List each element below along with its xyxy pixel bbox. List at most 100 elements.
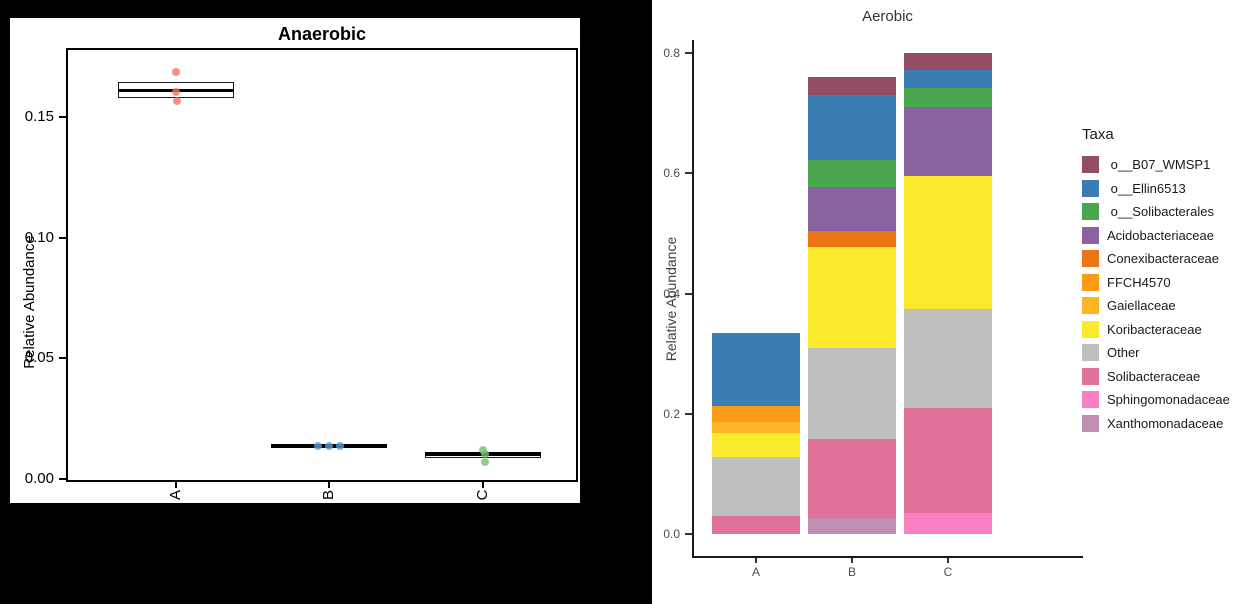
bar-segment-B-Solibacteraceae [808, 439, 896, 518]
legend-swatch-icon [1082, 344, 1099, 361]
x-tick [851, 558, 853, 563]
y-tick-label: 0.2 [663, 406, 680, 421]
legend-item-label: Acidobacteriaceae [1107, 227, 1214, 243]
legend-item-label: Conexibacteraceae [1107, 251, 1220, 266]
legend-swatch-icon [1082, 414, 1099, 432]
bar-segment-A-Other [712, 457, 800, 516]
bar-segment-B-Other [808, 347, 896, 439]
legend-item: Conexibacteraceae [1082, 247, 1219, 271]
legend-swatch-icon [1082, 250, 1099, 267]
y-tick-label: 0.15 [24, 107, 54, 125]
bar-segment-B-o__B07_WMSP1 [808, 77, 896, 96]
y-tick-label: 0.10 [24, 228, 54, 246]
legend-swatch-icon [1082, 156, 1099, 173]
bar-segment-C-Koribacteraceae [904, 176, 992, 309]
legend-item: o__Solibacterales [1082, 200, 1214, 224]
legend-item: FFCH4570 [1082, 271, 1171, 295]
legend-swatch-icon [1082, 297, 1099, 314]
y-tick [59, 357, 66, 360]
y-tick-label: 0.8 [663, 46, 680, 60]
y-tick-label: 0.0 [663, 527, 680, 541]
x-tick [175, 482, 177, 488]
x-tick [947, 558, 949, 563]
bar-segment-B-Acidobacteriaceae [808, 187, 896, 231]
legend-item-label: Solibacteraceae [1107, 368, 1201, 384]
x-tick [328, 482, 330, 488]
y-tick-label: 0.00 [24, 470, 54, 487]
data-point-C [481, 458, 489, 467]
y-tick-label: 0.4 [663, 286, 680, 301]
legend-swatch-icon [1082, 179, 1099, 197]
legend-item: Gaiellaceae [1082, 294, 1176, 318]
x-tick [755, 558, 757, 563]
aerobic-panel: Aerobic Relative Abundance Taxa o__B07_W… [652, 0, 1243, 604]
legend-swatch-icon [1082, 273, 1099, 291]
legend-swatch-icon [1082, 367, 1099, 385]
legend-item-label: FFCH4570 [1107, 274, 1171, 290]
data-point-B [336, 442, 344, 451]
legend-item-label: o__Solibacterales [1107, 204, 1214, 219]
legend-item-label: o__Ellin6513 [1107, 180, 1186, 196]
aerobic-plot-area [692, 40, 1083, 558]
legend-swatch-icon [1082, 203, 1099, 220]
x-tick-label-A: A [167, 490, 184, 501]
x-tick [482, 482, 484, 488]
bar-segment-A-Solibacteraceae [712, 515, 800, 534]
data-point-B [314, 442, 322, 451]
data-point-C [481, 449, 489, 458]
legend-item: o__Ellin6513 [1082, 177, 1186, 201]
taxa-legend: Taxa o__B07_WMSP1 o__Ellin6513 o__Soliba… [1082, 126, 1230, 436]
legend-item-label: Gaiellaceae [1107, 298, 1176, 313]
legend-item: Solibacteraceae [1082, 365, 1200, 389]
data-point-C [479, 445, 487, 454]
legend-swatch-icon [1082, 226, 1099, 244]
bar-segment-C-Solibacteraceae [904, 407, 992, 513]
y-tick [59, 115, 66, 118]
bar-segment-A-Gaiellaceae [712, 422, 800, 433]
bar-segment-C-Acidobacteriaceae [904, 107, 992, 177]
y-tick [685, 292, 692, 295]
aerobic-title: Aerobic [862, 8, 913, 25]
bar-segment-B-Conexibacteraceae [808, 230, 896, 247]
legend-title: Taxa [1082, 126, 1114, 143]
anaerobic-panel: Anaerobic Relative Abundance 0.00 0.05 0.1… [10, 18, 580, 503]
anaerobic-title: Anaerobic [277, 24, 367, 44]
anaerobic-plot-area [66, 48, 578, 482]
legend-item-label: Xanthomonadaceae [1107, 415, 1224, 431]
y-tick [685, 412, 692, 415]
bar-segment-B-o__Ellin6513 [808, 95, 896, 160]
y-tick [59, 236, 66, 239]
bar-segment-C-Other [904, 308, 992, 408]
legend-item-label: o__B07_WMSP1 [1107, 157, 1211, 172]
y-tick [685, 533, 692, 535]
legend-item-label: Sphingomonadaceae [1107, 392, 1230, 407]
bar-segment-B-Xanthomonadaceae [808, 517, 896, 534]
bar-segment-C-o__B07_WMSP1 [904, 53, 992, 70]
legend-item: Koribacteraceae [1082, 318, 1202, 342]
bar-segment-B-o__Solibacterales [808, 160, 896, 188]
data-point-A [172, 67, 180, 76]
legend-swatch-icon [1082, 391, 1099, 408]
bar-segment-C-o__Solibacterales [904, 87, 992, 108]
bar-segment-B-Koribacteraceae [808, 246, 896, 348]
bar-segment-C-Sphingomonadaceae [904, 512, 992, 534]
y-tick [685, 52, 692, 54]
y-tick [59, 478, 66, 480]
bar-segment-A-FFCH4570 [712, 405, 800, 423]
legend-item: Acidobacteriaceae [1082, 224, 1214, 248]
data-point-B [325, 442, 333, 451]
bar-segment-A-Koribacteraceae [712, 432, 800, 458]
bar-segment-C-o__Ellin6513 [904, 69, 992, 88]
legend-item: o__B07_WMSP1 [1082, 153, 1210, 177]
legend-item: Xanthomonadaceae [1082, 412, 1223, 436]
x-tick-label-B: B [847, 565, 856, 579]
legend-item: Sphingomonadaceae [1082, 388, 1230, 412]
y-tick [685, 172, 692, 175]
y-tick-label: 0.6 [663, 166, 680, 181]
data-point-A [173, 96, 181, 105]
x-tick-label-B: B [320, 490, 337, 501]
legend-swatch-icon [1082, 320, 1099, 338]
x-tick-label-C: C [943, 565, 953, 579]
legend-item-label: Other [1107, 345, 1140, 360]
